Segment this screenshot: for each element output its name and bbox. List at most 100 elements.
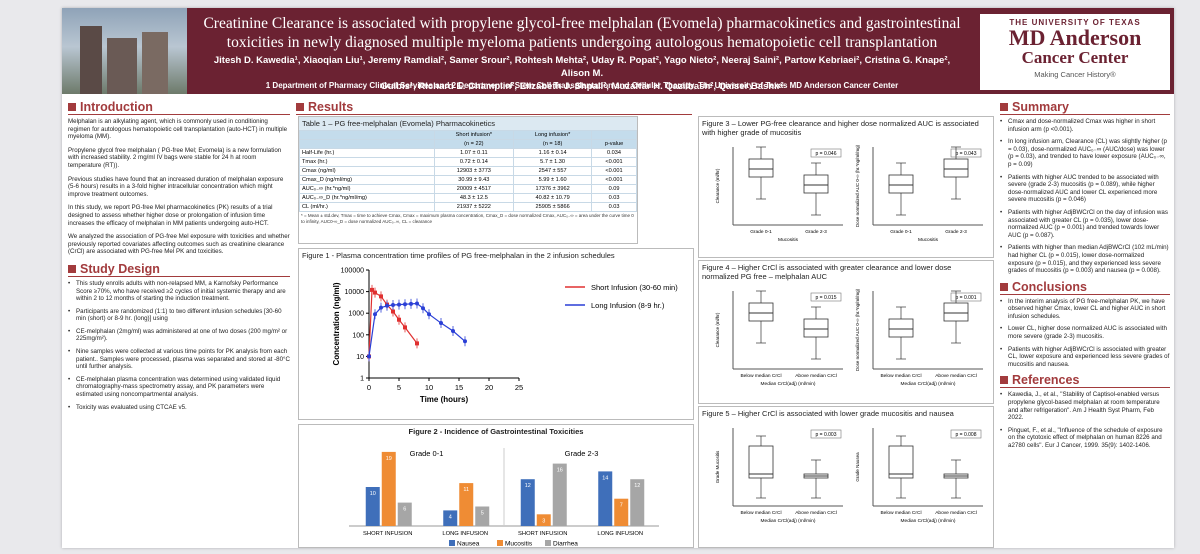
section-marker-icon [68,264,76,273]
category-label: SHORT INFUSION [518,531,567,537]
legend-swatch [449,540,455,546]
section-marker-icon [296,103,304,111]
summary-bullet: Patients with higher than median AdjBWCr… [1000,244,1170,274]
table-row: Half-Life (hr.) 1.07 ± 0.11 1.16 ± 0.14 0.0… [299,148,637,158]
group-label: Grade 2-3 [805,229,827,235]
x-tick-label: 20 [485,383,493,392]
section-marker-icon [1000,282,1008,291]
intro-paragraph: Melphalan is an alkylating agent, which … [68,118,288,141]
p-value-box [950,148,982,158]
section-summary: Summary [1000,100,1170,115]
poster-banner: Creatinine Clearance is associated with … [62,8,1174,94]
md-anderson-logo: THE UNIVERSITY OF TEXAS MD Anderson Canc… [980,14,1170,90]
table-row: Cmax_D (ng/ml/mg) 30.99 ± 9.43 5.99 ± 1.60… [299,175,637,185]
group-label: Grade 0-1 [890,229,912,235]
group-label: Grade 0-1 [410,449,444,458]
bar-diarrhea [397,502,412,526]
x-axis-label: Median CrCl(adj) (ml/min) [761,518,816,524]
y-axis-label: Grade Nausea [855,452,860,482]
figure4-title: Figure 4 – Higher CrCl is associated wit… [702,263,952,281]
group-label: Below median CrCl [740,510,781,516]
data-point [409,301,413,306]
data-point [403,325,407,330]
section-conclusions: Conclusions [1000,280,1170,295]
reference-item: Pinguet, F., et al., "Influence of the s… [1000,427,1170,450]
group-label: Above median CrCl [935,373,977,379]
data-point [397,317,401,322]
section-study-design: Study Design [68,262,290,277]
design-bullet: CE-melphalan (2mg/ml) was administered a… [68,328,290,343]
data-point [373,290,377,295]
p-value-label: p = 0.001 [956,295,977,301]
box [748,158,774,178]
section-introduction: Introduction [68,100,290,115]
bar-value-label: 6 [403,507,406,513]
summary-bullet: In long infusion arm, Clearance (CL) was… [1000,138,1170,168]
x-tick-label: 25 [515,383,523,392]
y-axis-label: Concentration (ng/ml) [332,282,341,365]
p-value-label: p = 0.003 [816,432,837,438]
y-axis-label: Dose normalized AUC 0-∞ (hr.*ng/ml/mg) [855,144,860,227]
data-point [385,303,389,308]
y-axis-label: Clearance (ml/hr) [715,168,720,203]
series-line-long [368,302,466,357]
legend-swatch [545,540,551,546]
y-tick-label: 10000 [345,289,365,296]
affiliation: 1 Department of Pharmacy Clinical Servic… [265,81,899,90]
y-tick-label: 1 [360,376,364,383]
legend-label: Diarrhea [553,541,578,548]
figure5-chart: Grade Mucositis p = 0.003 Below median CrC… [715,428,983,524]
bar-mucositis [614,498,629,526]
bar-value-label: 5 [481,511,484,517]
bar-value-label: 10 [370,491,376,497]
summary-bullet: Patients with higher AdjBWCrCl on the da… [1000,209,1170,239]
conclusion-bullet: In the interim analysis of PG free-melph… [1000,298,1170,321]
conclusion-bullet: Patients with higher AdjBWCrCl is associ… [1000,346,1170,369]
section-marker-icon [68,103,76,111]
y-axis-label: Dose normalized AUC 0-∞ (hr.*ng/ml/mg) [855,288,860,371]
group-label: Below median CrCl [880,510,921,516]
hospital-building-image [62,8,187,94]
bar-nausea [598,471,613,526]
series-line-short [368,288,418,357]
bar-nausea [520,479,535,526]
section-references: References [1000,373,1170,389]
bar-diarrhea [630,479,645,526]
design-bullet: This study enrolls adults with non-relap… [68,280,290,303]
x-axis-label: Median CrCl(adj) (ml/min) [901,381,956,387]
bar-value-label: 11 [463,487,469,493]
table1-footnote: * = Mean ± std.dev, Tmax = time to achie… [301,213,634,224]
x-tick-label: 15 [455,383,463,392]
group-label: Grade 2-3 [945,229,967,235]
p-value-label: p = 0.008 [956,432,977,438]
bar-value-label: 19 [386,456,392,462]
figure5-panel: Figure 5 – Higher CrCl is associated wit… [698,406,994,548]
box [888,174,914,194]
figure1-panel: Figure 1 - Plasma concentration time pro… [298,248,694,420]
data-point [421,306,425,311]
intro-paragraph: Previous studies have found that an incr… [68,175,284,198]
p-value-box [810,292,842,302]
table-row: Tmax (hr.) 0.72 ± 0.14 5.7 ± 1.30 <0.001 [299,157,637,167]
data-point [379,305,383,310]
x-axis-label: Median CrCl(adj) (ml/min) [901,518,956,524]
y-axis-label: Grade Mucositis [715,450,720,483]
box [943,158,969,178]
x-axis-label: Mucositis [918,237,939,243]
data-point [391,309,395,314]
p-value-box [810,148,842,158]
figure1-chart: 1 10 100 1000 10000 100000 0 5 10 15 20 25 Time (hou… [332,268,678,405]
bar-nausea [365,487,380,526]
table-row: AUC₀₋∞ (hr.*ng/ml) 20009 ± 4517 17376 ± 39… [299,184,637,194]
reference-item: Kawedia, J., et al., "Stability of Capti… [1000,391,1170,421]
bar-nausea [443,510,458,526]
intro-paragraph: We analyzed the association of PG-free M… [68,233,290,256]
bar-value-label: 3 [542,518,545,524]
box [803,318,829,338]
p-value-label: p = 0.043 [956,151,977,157]
data-point [379,294,383,299]
data-point [415,301,419,306]
table1-panel: Table 1 – PG free-melphalan (Evomela) Ph… [298,116,638,244]
box [943,302,969,322]
figure2-title: Figure 2 - Incidence of Gastrointestinal… [408,427,584,436]
